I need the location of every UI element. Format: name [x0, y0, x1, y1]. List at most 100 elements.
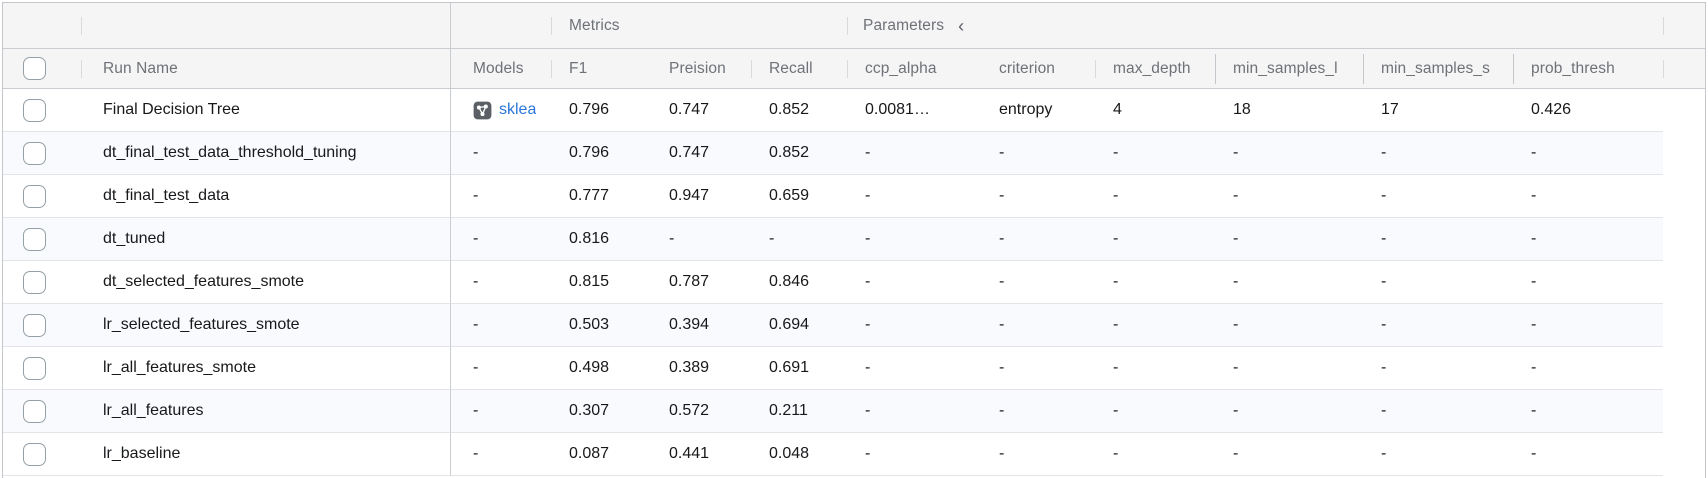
column-header-criterion[interactable]: criterion: [981, 49, 1095, 88]
ccp-alpha-cell: -: [847, 304, 981, 347]
row-checkbox[interactable]: [23, 357, 46, 380]
models-cell: -: [451, 433, 551, 476]
run-name: dt_selected_features_smote: [103, 273, 304, 291]
table-row[interactable]: dt_tuned - 0.816 - - - - - - - -: [3, 218, 1705, 261]
prob-thresh-cell: -: [1513, 261, 1663, 304]
row-checkbox[interactable]: [23, 400, 46, 423]
criterion-cell: -: [981, 390, 1095, 433]
max-depth-cell: -: [1095, 261, 1215, 304]
run-name-cell: lr_all_features_smote: [81, 347, 451, 390]
select-all-checkbox[interactable]: [23, 57, 46, 80]
row-filler: [1663, 433, 1706, 476]
min-samples-split-cell: -: [1363, 433, 1513, 476]
table-row[interactable]: lr_all_features - 0.307 0.572 0.211 - - …: [3, 390, 1705, 433]
min-samples-split-cell: -: [1363, 304, 1513, 347]
min-samples-leaf-cell: -: [1215, 433, 1363, 476]
column-header-run-name[interactable]: Run Name: [81, 49, 451, 88]
table-row[interactable]: Final Decision Tree sklea 0.796 0.747 0.…: [3, 89, 1705, 132]
prob-thresh-cell: -: [1513, 218, 1663, 261]
models-empty-value: -: [473, 359, 478, 377]
row-checkbox-cell: [3, 175, 81, 218]
prob-thresh-cell: -: [1513, 132, 1663, 175]
row-checkbox-cell: [3, 347, 81, 390]
row-checkbox-cell: [3, 390, 81, 433]
column-header-max-depth[interactable]: max_depth: [1095, 49, 1215, 88]
row-checkbox[interactable]: [23, 443, 46, 466]
max-depth-cell: -: [1095, 390, 1215, 433]
column-header-min-samples-leaf[interactable]: min_samples_l: [1215, 49, 1363, 88]
ccp-alpha-cell: -: [847, 433, 981, 476]
column-header-models[interactable]: Models: [451, 49, 551, 88]
row-checkbox-cell: [3, 304, 81, 347]
column-header-recall[interactable]: Recall: [751, 49, 847, 88]
row-filler: [1663, 347, 1706, 390]
recall-cell: 0.048: [751, 433, 847, 476]
row-checkbox[interactable]: [23, 271, 46, 294]
criterion-cell: entropy: [981, 89, 1095, 132]
collapse-parameters-icon[interactable]: ‹: [958, 17, 964, 35]
header-filler: [1663, 49, 1706, 88]
min-samples-leaf-cell: 18: [1215, 89, 1363, 132]
table-row[interactable]: lr_selected_features_smote - 0.503 0.394…: [3, 304, 1705, 347]
preision-cell: -: [651, 218, 751, 261]
group-metrics: Metrics: [551, 3, 847, 48]
row-filler: [1663, 390, 1706, 433]
max-depth-cell: -: [1095, 132, 1215, 175]
row-checkbox[interactable]: [23, 228, 46, 251]
model-link-wrap[interactable]: sklea: [473, 101, 536, 120]
prob-thresh-cell: -: [1513, 175, 1663, 218]
models-empty-value: -: [473, 316, 478, 334]
row-filler: [1663, 89, 1706, 132]
run-name-cell: lr_all_features: [81, 390, 451, 433]
criterion-cell: -: [981, 132, 1095, 175]
row-checkbox[interactable]: [23, 185, 46, 208]
row-checkbox[interactable]: [23, 314, 46, 337]
min-samples-leaf-cell: -: [1215, 132, 1363, 175]
models-cell: -: [451, 218, 551, 261]
preision-cell: 0.394: [651, 304, 751, 347]
ccp-alpha-cell: -: [847, 175, 981, 218]
model-link[interactable]: sklea: [499, 101, 536, 119]
models-empty-value: -: [473, 445, 478, 463]
max-depth-cell: -: [1095, 218, 1215, 261]
row-checkbox-cell: [3, 433, 81, 476]
row-checkbox-cell: [3, 218, 81, 261]
ccp-alpha-cell: -: [847, 261, 981, 304]
table-row[interactable]: dt_selected_features_smote - 0.815 0.787…: [3, 261, 1705, 304]
row-checkbox[interactable]: [23, 99, 46, 122]
table-body: Final Decision Tree sklea 0.796 0.747 0.…: [3, 89, 1705, 476]
recall-cell: -: [751, 218, 847, 261]
column-header-f1[interactable]: F1: [551, 49, 651, 88]
min-samples-leaf-cell: -: [1215, 304, 1363, 347]
models-cell: -: [451, 261, 551, 304]
prob-thresh-cell: 0.426: [1513, 89, 1663, 132]
table-row[interactable]: lr_baseline - 0.087 0.441 0.048 - - - - …: [3, 433, 1705, 476]
criterion-cell: -: [981, 433, 1095, 476]
group-checkbox-spacer: [3, 3, 81, 48]
min-samples-split-cell: -: [1363, 390, 1513, 433]
row-filler: [1663, 175, 1706, 218]
column-header-ccp-alpha[interactable]: ccp_alpha: [847, 49, 981, 88]
table-row[interactable]: dt_final_test_data_threshold_tuning - 0.…: [3, 132, 1705, 175]
run-name: dt_final_test_data: [103, 187, 229, 205]
column-header-preision[interactable]: Preision: [651, 49, 751, 88]
preision-cell: 0.787: [651, 261, 751, 304]
criterion-cell: -: [981, 347, 1095, 390]
models-cell: -: [451, 175, 551, 218]
recall-cell: 0.846: [751, 261, 847, 304]
run-name: dt_final_test_data_threshold_tuning: [103, 144, 357, 162]
row-checkbox[interactable]: [23, 142, 46, 165]
prob-thresh-cell: -: [1513, 304, 1663, 347]
column-header-min-samples-split[interactable]: min_samples_s: [1363, 49, 1513, 88]
run-name: dt_tuned: [103, 230, 165, 248]
preision-cell: 0.441: [651, 433, 751, 476]
models-empty-value: -: [473, 402, 478, 420]
max-depth-cell: 4: [1095, 89, 1215, 132]
recall-cell: 0.659: [751, 175, 847, 218]
column-header-prob-thresh[interactable]: prob_thresh: [1513, 49, 1663, 88]
models-cell: sklea: [451, 89, 551, 132]
run-name-cell: Final Decision Tree: [81, 89, 451, 132]
table-row[interactable]: lr_all_features_smote - 0.498 0.389 0.69…: [3, 347, 1705, 390]
run-name: lr_all_features_smote: [103, 359, 256, 377]
table-row[interactable]: dt_final_test_data - 0.777 0.947 0.659 -…: [3, 175, 1705, 218]
